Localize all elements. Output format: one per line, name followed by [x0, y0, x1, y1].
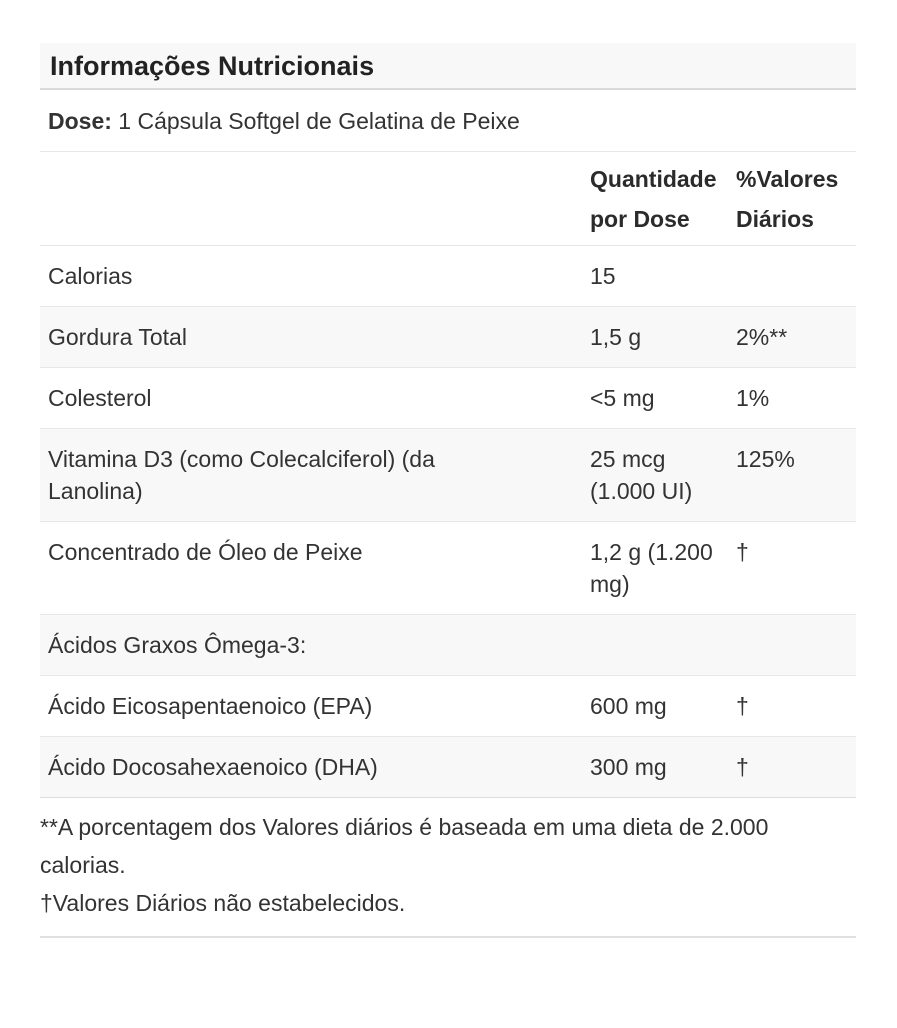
nutrient-name: Ácido Eicosapentaenoico (EPA) — [48, 693, 373, 719]
daily-value-cell: 125% — [736, 446, 795, 472]
footnote-daily-values: **A porcentagem dos Valores diários é ba… — [40, 814, 769, 878]
dose-value: 1 Cápsula Softgel de Gelatina de Peixe — [118, 108, 520, 134]
nutrient-name-cell: Gordura Total — [40, 307, 582, 368]
nutrient-name: Gordura Total — [48, 324, 187, 350]
table-row: Calorias 15 — [40, 245, 856, 307]
daily-value-cell — [728, 246, 856, 307]
nutrient-name: Ácido Docosahexaenoico (DHA) — [48, 754, 378, 780]
table-row: Vitamina D3 (como Colecalciferol) (da La… — [40, 428, 856, 522]
daily-value-cell: 2%** — [736, 324, 788, 350]
nutrient-name-cell: Vitamina D3 (como Colecalciferol) (da La… — [40, 429, 582, 522]
nutrient-name-cell: Ácido Eicosapentaenoico (EPA) — [40, 676, 582, 737]
amount-cell: <5 mg — [590, 385, 655, 411]
daily-value-cell: 1% — [736, 385, 770, 411]
nutrient-name-cell: Colesterol — [40, 368, 582, 429]
dose-line: Dose: 1 Cápsula Softgel de Gelatina de P… — [40, 90, 856, 152]
nutrient-name: Colesterol — [48, 385, 152, 411]
nutrient-name-cell: Concentrado de Óleo de Peixe — [40, 522, 582, 615]
table-row: Ácido Docosahexaenoico (DHA) 300 mg † — [40, 736, 856, 798]
dose-label: Dose: — [48, 108, 112, 134]
footnotes: **A porcentagem dos Valores diários é ba… — [40, 798, 856, 938]
nutrient-name: Concentrado de Óleo de Peixe — [48, 539, 363, 565]
nutrition-facts-panel: Informações Nutricionais Dose: 1 Cápsula… — [40, 43, 856, 938]
section-title-cell: Ácidos Graxos Ômega-3: — [40, 615, 856, 676]
table-header-row: Quantidade por Dose %Valores Diários — [40, 152, 856, 246]
amount-cell: 600 mg — [590, 693, 667, 719]
footnote-dagger: †Valores Diários não estabelecidos. — [40, 890, 406, 916]
table-row: Concentrado de Óleo de Peixe 1,2 g (1.20… — [40, 521, 856, 615]
daily-value-cell: † — [736, 693, 749, 719]
nutrient-name: Calorias — [48, 263, 133, 289]
table-row: Ácido Eicosapentaenoico (EPA) 600 mg † — [40, 675, 856, 737]
section-title: Ácidos Graxos Ômega-3: — [48, 632, 307, 658]
daily-value-cell: † — [736, 754, 749, 780]
amount-cell: 1,5 g — [590, 324, 642, 350]
nutrition-table: Quantidade por Dose %Valores Diários Cal… — [40, 152, 856, 798]
amount-cell: 300 mg — [590, 754, 667, 780]
amount-cell: 25 mcg (1.000 UI) — [590, 446, 693, 504]
nutrient-name-cell: Ácido Docosahexaenoico (DHA) — [40, 737, 582, 798]
amount-cell: 1,2 g (1.200 mg) — [590, 539, 713, 597]
daily-value-cell: † — [736, 539, 749, 565]
section-row-omega-3: Ácidos Graxos Ômega-3: — [40, 614, 856, 676]
header-daily-values: %Valores Diários — [736, 166, 839, 232]
nutrient-name: Vitamina D3 (como Colecalciferol) (da La… — [48, 446, 435, 504]
nutrient-name-cell: Calorias — [40, 246, 582, 307]
table-row: Colesterol <5 mg 1% — [40, 367, 856, 429]
header-nutrient — [40, 152, 582, 246]
header-amount-per-dose: Quantidade por Dose — [590, 166, 717, 232]
amount-cell: 15 — [590, 263, 616, 289]
panel-title: Informações Nutricionais — [40, 43, 856, 90]
table-row: Gordura Total 1,5 g 2%** — [40, 306, 856, 368]
